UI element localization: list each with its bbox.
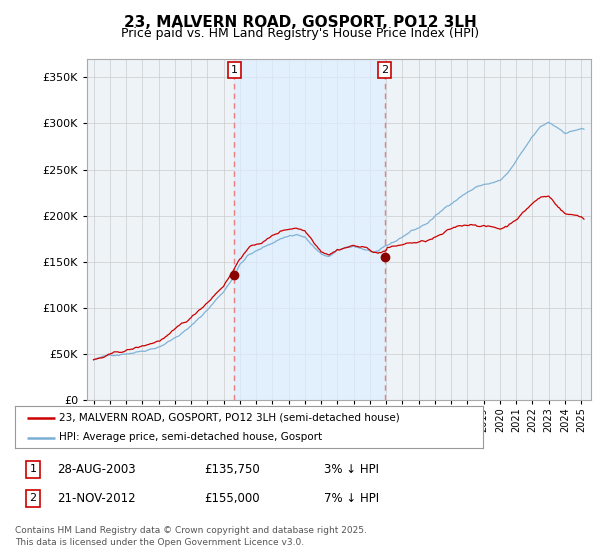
Text: Price paid vs. HM Land Registry's House Price Index (HPI): Price paid vs. HM Land Registry's House … [121, 27, 479, 40]
Text: 3% ↓ HPI: 3% ↓ HPI [324, 463, 379, 476]
Bar [234, 59, 385, 400]
Text: 23, MALVERN ROAD, GOSPORT, PO12 3LH: 23, MALVERN ROAD, GOSPORT, PO12 3LH [124, 15, 476, 30]
Text: Contains HM Land Registry data © Crown copyright and database right 2025.
This d: Contains HM Land Registry data © Crown c… [15, 526, 367, 547]
Text: 2: 2 [381, 65, 388, 75]
Text: 23, MALVERN ROAD, GOSPORT, PO12 3LH (semi-detached house): 23, MALVERN ROAD, GOSPORT, PO12 3LH (sem… [59, 413, 400, 423]
Text: 2: 2 [29, 493, 37, 503]
Text: £155,000: £155,000 [204, 492, 260, 505]
Text: 21-NOV-2012: 21-NOV-2012 [57, 492, 136, 505]
Text: 7% ↓ HPI: 7% ↓ HPI [324, 492, 379, 505]
Text: 1: 1 [231, 65, 238, 75]
Text: 28-AUG-2003: 28-AUG-2003 [57, 463, 136, 476]
Text: HPI: Average price, semi-detached house, Gosport: HPI: Average price, semi-detached house,… [59, 432, 323, 442]
Text: £135,750: £135,750 [204, 463, 260, 476]
Text: 1: 1 [29, 464, 37, 474]
